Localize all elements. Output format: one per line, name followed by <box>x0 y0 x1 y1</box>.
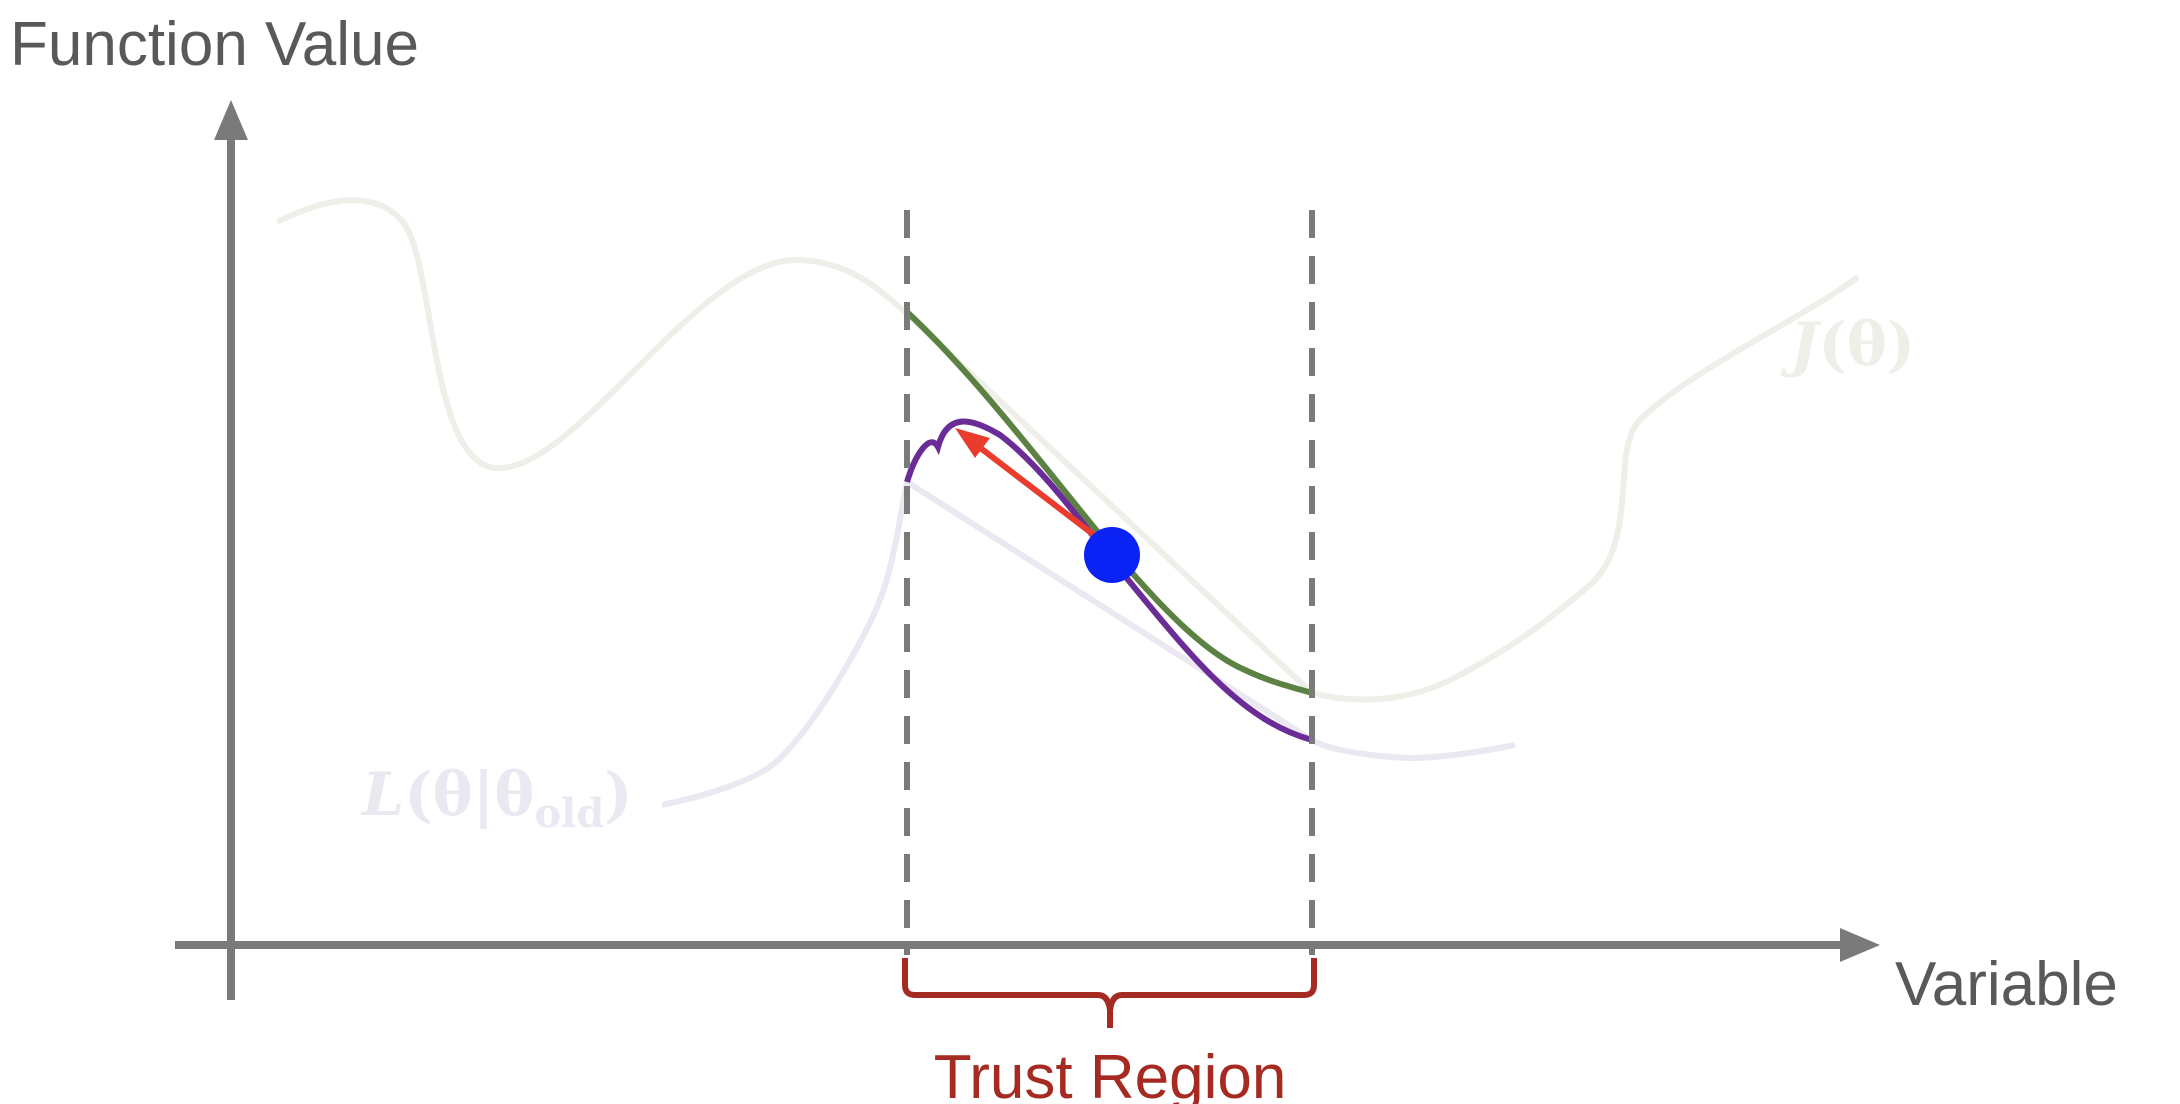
trust-region-label: Trust Region <box>934 1043 1287 1104</box>
objective-curve <box>275 197 1860 703</box>
x-axis-title: Variable <box>1895 950 2118 1019</box>
surrogate-label-symbol: L <box>360 760 404 830</box>
surrogate-label-subscript: old <box>534 790 604 837</box>
y-axis-arrowhead <box>214 100 248 140</box>
current-point-marker <box>1084 527 1140 583</box>
optimization-step-arrow <box>968 437 1100 541</box>
surrogate-label-argument: (θ|θ <box>404 760 534 830</box>
objective-label: J(θ) <box>1780 310 1915 380</box>
surrogate-curve <box>661 477 1516 808</box>
objective-curve-in-region <box>904 309 1313 696</box>
y-axis-title: Function Value <box>10 10 419 79</box>
optimization-step-arrowhead <box>955 428 990 458</box>
surrogate-curve-in-region <box>904 418 1313 743</box>
x-axis-arrowhead <box>1840 928 1880 962</box>
trust-region-brace <box>902 958 1317 1028</box>
surrogate-label-close: ) <box>604 760 632 830</box>
surrogate-label: L(θ|θold) <box>360 760 633 837</box>
objective-label-argument: (θ) <box>1818 310 1915 380</box>
